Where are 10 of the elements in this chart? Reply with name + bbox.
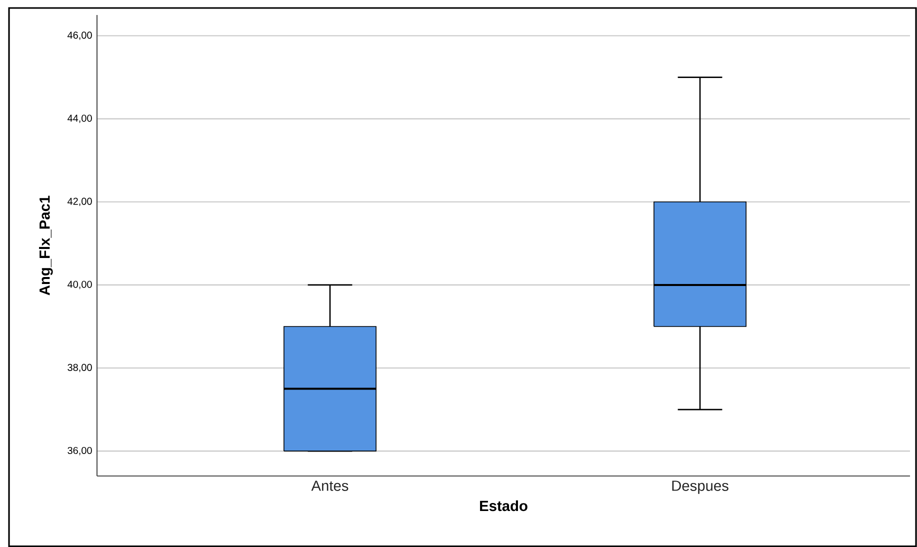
x-tick-label: Antes (311, 480, 348, 491)
y-axis-title: Ang_Flx_Pac1 (39, 196, 53, 296)
x-axis-title: Estado (480, 500, 528, 512)
y-tick-label: 46,00 (68, 32, 92, 40)
y-tick-label: 40,00 (68, 280, 92, 290)
y-tick-label: 36,00 (68, 446, 92, 456)
y-tick-label: 42,00 (68, 198, 92, 206)
x-tick-label: Despues (672, 480, 728, 494)
y-tick-label: 44,00 (68, 114, 92, 123)
y-tick-label: 38,00 (68, 364, 92, 372)
